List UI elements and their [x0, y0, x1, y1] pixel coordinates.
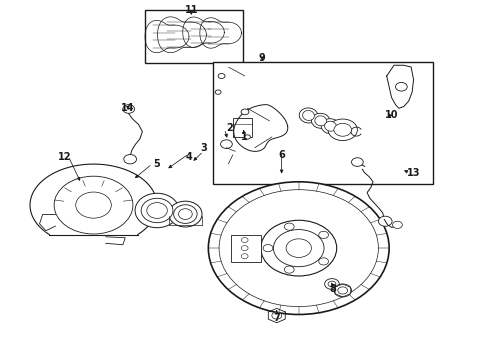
Circle shape	[261, 220, 337, 276]
Ellipse shape	[315, 116, 327, 126]
Ellipse shape	[135, 193, 179, 228]
Text: 8: 8	[329, 284, 337, 294]
Polygon shape	[40, 215, 55, 231]
Bar	[231, 235, 261, 262]
Text: 12: 12	[57, 152, 71, 162]
Circle shape	[241, 109, 249, 115]
Ellipse shape	[141, 198, 173, 223]
Circle shape	[124, 154, 137, 164]
Circle shape	[263, 244, 273, 252]
Circle shape	[286, 239, 312, 257]
Text: 1: 1	[241, 132, 247, 142]
Circle shape	[220, 140, 232, 148]
Ellipse shape	[324, 121, 337, 131]
Circle shape	[334, 123, 351, 136]
Circle shape	[123, 105, 135, 113]
Text: 5: 5	[154, 159, 160, 169]
Circle shape	[338, 287, 347, 294]
Polygon shape	[106, 237, 125, 245]
Circle shape	[318, 231, 328, 238]
Polygon shape	[234, 105, 288, 152]
Ellipse shape	[303, 111, 315, 121]
Circle shape	[241, 246, 248, 251]
Text: 7: 7	[273, 313, 280, 323]
Text: 6: 6	[278, 150, 285, 160]
Circle shape	[378, 216, 392, 226]
Circle shape	[328, 281, 336, 287]
Circle shape	[328, 119, 357, 140]
Circle shape	[351, 158, 363, 166]
Text: 4: 4	[185, 152, 192, 162]
Circle shape	[318, 258, 328, 265]
Ellipse shape	[312, 113, 330, 128]
Bar	[145, 10, 243, 63]
Polygon shape	[387, 65, 414, 108]
Circle shape	[392, 221, 402, 228]
Circle shape	[245, 135, 250, 139]
Circle shape	[218, 73, 225, 78]
Ellipse shape	[147, 203, 167, 219]
Text: 10: 10	[385, 111, 398, 121]
Circle shape	[208, 182, 389, 315]
Circle shape	[215, 90, 221, 94]
Ellipse shape	[169, 201, 202, 227]
Ellipse shape	[178, 209, 192, 220]
Ellipse shape	[321, 119, 340, 134]
Circle shape	[284, 223, 294, 230]
Bar	[233, 118, 252, 137]
Ellipse shape	[299, 108, 318, 123]
Text: 14: 14	[121, 103, 134, 113]
Circle shape	[241, 238, 248, 243]
Ellipse shape	[173, 205, 197, 224]
Circle shape	[334, 284, 351, 297]
Circle shape	[273, 230, 324, 267]
Bar	[213, 62, 433, 184]
Text: 3: 3	[200, 143, 207, 153]
Text: 11: 11	[185, 5, 198, 15]
Circle shape	[284, 266, 294, 273]
Text: 9: 9	[259, 53, 266, 63]
Circle shape	[325, 279, 339, 289]
Polygon shape	[30, 164, 157, 234]
Circle shape	[395, 82, 407, 91]
Circle shape	[241, 254, 248, 259]
Text: 2: 2	[226, 123, 233, 133]
Circle shape	[272, 312, 282, 319]
Text: 13: 13	[407, 168, 420, 178]
